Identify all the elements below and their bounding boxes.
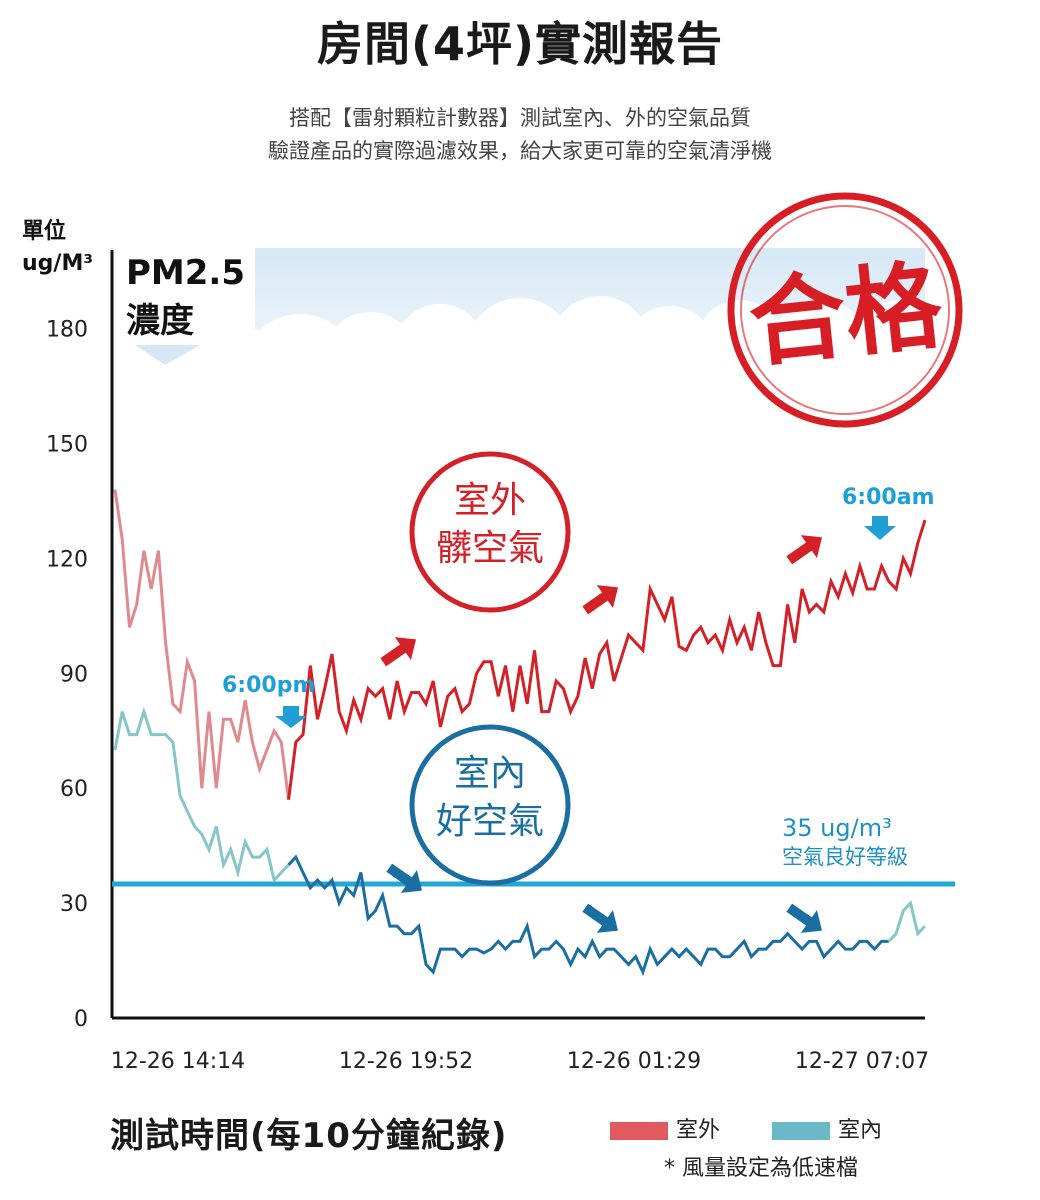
cloud-decoration xyxy=(135,248,946,430)
legend-swatch-indoor xyxy=(772,1122,830,1140)
indoor-trend-arrows xyxy=(386,863,823,933)
series-outdoor-line-pre xyxy=(113,489,291,800)
outdoor-dirty-air-stamp: 室外 髒空氣 xyxy=(409,451,571,613)
subtitle-line-2: 驗證產品的實際過濾效果，給大家更可靠的空氣清淨機 xyxy=(268,139,772,163)
series-indoor-line xyxy=(287,854,889,977)
svg-text:髒空氣: 髒空氣 xyxy=(436,528,544,569)
x-tick-label: 12-27 07:07 xyxy=(795,1049,929,1074)
legend-label-indoor: 室內 xyxy=(838,1118,883,1143)
y-tick-label: 120 xyxy=(46,547,88,572)
svg-text:好空氣: 好空氣 xyxy=(436,801,544,842)
series-indoor-line-pre xyxy=(113,706,290,884)
subtitle-line-1: 搭配【雷射顆粒計數器】測試室內、外的空氣品質 xyxy=(289,106,751,130)
trend-arrow-icon xyxy=(582,585,619,615)
trend-arrow-icon xyxy=(386,863,423,893)
chart-title: PM2.5 xyxy=(126,253,245,293)
x-tick-label: 12-26 19:52 xyxy=(339,1049,473,1074)
y-unit-label: 單位 xyxy=(22,218,66,244)
y-tick-label: 60 xyxy=(60,777,88,802)
indoor-clean-air-stamp: 室內 好空氣 xyxy=(409,724,571,886)
x-tick-label: 12-26 01:29 xyxy=(567,1049,701,1074)
fan-speed-note: * 風量設定為低速檔 xyxy=(664,1156,858,1181)
x-axis-title: 測試時間(每10分鐘紀錄) xyxy=(110,1116,508,1156)
trend-arrow-icon xyxy=(786,903,823,933)
y-tick-label: 90 xyxy=(60,662,88,687)
y-tick-label: 0 xyxy=(74,1007,88,1032)
svg-text:室外: 室外 xyxy=(454,480,526,521)
x-tick-label: 12-26 14:14 xyxy=(111,1049,245,1074)
trend-arrow-icon xyxy=(380,637,417,667)
series-outdoor-line xyxy=(287,519,927,800)
legend-label-outdoor: 室外 xyxy=(676,1118,721,1143)
y-unit-value: ug/M³ xyxy=(22,251,93,276)
morning-marker-icon xyxy=(864,516,896,540)
legend-item-indoor: 室內 xyxy=(772,1112,882,1144)
y-tick-label: 150 xyxy=(46,433,88,458)
legend-swatch-outdoor xyxy=(610,1122,668,1140)
page-title: 房間(4坪)實測報告 xyxy=(316,17,724,71)
pass-seal-stamp: 合格 xyxy=(727,192,963,428)
morning-marker-label: 6:00am xyxy=(842,485,935,510)
y-tick-labels: 0 30 60 90 120 150 180 xyxy=(46,318,88,1032)
x-tick-labels: 12-26 14:14 12-26 19:52 12-26 01:29 12-27 0… xyxy=(111,1049,929,1074)
trend-arrow-icon xyxy=(786,535,823,565)
legend-item-outdoor: 室外 xyxy=(610,1112,720,1144)
series-indoor-line-post xyxy=(887,900,927,943)
outdoor-trend-arrows xyxy=(380,535,823,667)
svg-text:室內: 室內 xyxy=(454,753,526,794)
y-tick-label: 30 xyxy=(60,892,88,917)
threshold-desc-label: 空氣良好等級 xyxy=(782,845,908,869)
chart-title-line2: 濃度 xyxy=(126,301,194,341)
trend-arrow-icon xyxy=(582,903,619,933)
y-tick-label: 180 xyxy=(46,318,88,343)
evening-marker-label: 6:00pm xyxy=(222,673,315,698)
threshold-value-label: 35 ug/m³ xyxy=(782,814,892,842)
pass-seal-text: 合格 xyxy=(744,249,948,381)
evening-marker-icon xyxy=(275,706,307,728)
